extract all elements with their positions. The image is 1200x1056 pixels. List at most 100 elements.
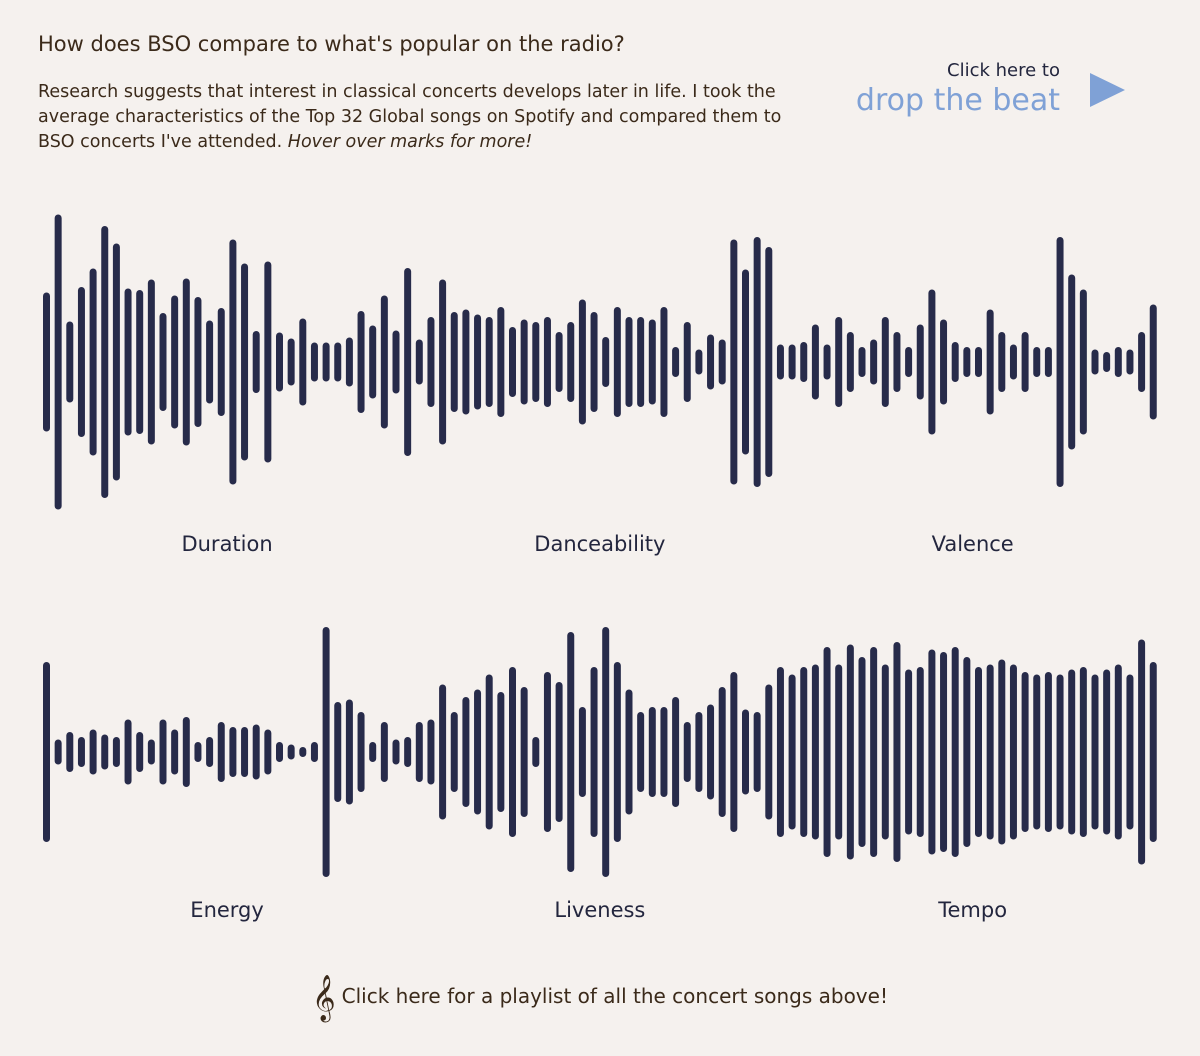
bar xyxy=(124,288,132,436)
bar xyxy=(77,737,85,767)
bar xyxy=(975,667,982,837)
bar xyxy=(765,247,773,477)
bar xyxy=(229,727,237,777)
bar xyxy=(241,263,249,461)
bar xyxy=(194,742,202,762)
description-hint: Hover over marks for more! xyxy=(287,132,533,152)
bar xyxy=(392,330,400,394)
bar xyxy=(43,662,50,842)
bar xyxy=(310,742,318,762)
description: Research suggests that interest in class… xyxy=(38,80,798,152)
bar xyxy=(928,289,936,435)
bar xyxy=(509,327,516,397)
bar xyxy=(54,214,62,510)
bar xyxy=(1138,639,1146,865)
bar xyxy=(811,664,819,840)
bar xyxy=(940,652,948,852)
bar xyxy=(43,292,50,432)
bar xyxy=(823,344,831,380)
drop-beat-button[interactable]: Click here to drop the beat xyxy=(856,60,1060,118)
bar xyxy=(835,317,843,407)
bar xyxy=(264,261,272,463)
bar xyxy=(1138,332,1146,392)
bar xyxy=(380,722,388,782)
bar xyxy=(532,737,540,767)
bar xyxy=(485,317,493,407)
bar xyxy=(881,317,889,407)
bar xyxy=(345,337,353,387)
bar xyxy=(625,317,633,407)
chart-label: Liveness xyxy=(554,898,645,922)
bar xyxy=(404,737,412,767)
bar xyxy=(776,344,784,380)
bar xyxy=(858,657,866,847)
bar xyxy=(171,295,179,429)
bar xyxy=(881,664,889,840)
bar xyxy=(66,732,74,772)
bar xyxy=(637,317,645,407)
bar xyxy=(380,295,388,429)
bar xyxy=(1149,662,1157,842)
bar xyxy=(136,290,144,434)
bar xyxy=(66,321,74,403)
bar xyxy=(963,347,971,377)
bar xyxy=(322,627,330,877)
bar xyxy=(159,719,167,785)
bar xyxy=(520,319,528,405)
bar xyxy=(101,226,109,498)
bar xyxy=(241,727,249,777)
bar xyxy=(112,737,120,767)
bar xyxy=(1114,664,1122,840)
bar xyxy=(450,712,458,792)
bar xyxy=(823,647,831,857)
bar xyxy=(334,342,342,382)
title: How does BSO compare to what's popular o… xyxy=(38,32,625,56)
bar xyxy=(1033,347,1041,377)
bar xyxy=(846,332,854,392)
bar xyxy=(893,642,901,862)
bar xyxy=(858,347,866,377)
bar xyxy=(1009,664,1017,840)
bar xyxy=(543,317,551,407)
playlist-text: Click here for a playlist of all the con… xyxy=(341,984,888,1008)
bar xyxy=(520,687,528,817)
bar xyxy=(357,712,365,792)
bar xyxy=(287,338,295,386)
bar xyxy=(683,322,691,402)
bar xyxy=(229,239,237,485)
bar xyxy=(1126,349,1134,375)
bar xyxy=(310,342,318,382)
bar xyxy=(648,707,656,797)
bar xyxy=(660,307,668,417)
bar xyxy=(846,644,854,860)
bar xyxy=(1068,669,1076,835)
bar xyxy=(776,667,784,837)
bar xyxy=(1126,674,1134,830)
bar xyxy=(252,331,260,393)
play-icon[interactable] xyxy=(1088,71,1128,111)
bar xyxy=(439,279,447,445)
bar xyxy=(998,332,1006,392)
bar xyxy=(893,332,901,392)
bar xyxy=(392,739,400,765)
cta-big: drop the beat xyxy=(855,83,1060,118)
bar xyxy=(905,347,913,377)
bar xyxy=(101,734,109,770)
bar xyxy=(870,339,878,385)
bar xyxy=(252,724,260,780)
bar xyxy=(963,657,971,847)
bar xyxy=(450,312,458,412)
bar xyxy=(613,662,621,842)
playlist-link[interactable]: 𝄞 Click here for a playlist of all the co… xyxy=(0,975,1200,1021)
bar xyxy=(89,268,97,456)
bar xyxy=(986,664,994,840)
bar xyxy=(322,342,330,382)
bar xyxy=(182,278,190,446)
bar xyxy=(1068,274,1076,450)
bar xyxy=(613,307,621,417)
chart-label: Danceability xyxy=(534,532,665,556)
bar xyxy=(637,712,645,792)
bar xyxy=(1056,674,1064,830)
bar xyxy=(1114,347,1122,377)
bar xyxy=(555,332,563,392)
